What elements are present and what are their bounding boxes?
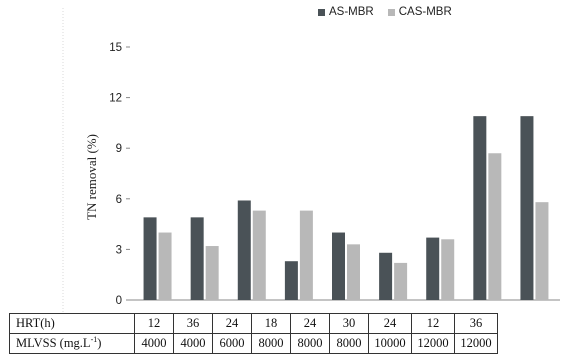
bar-as-mbr-7 bbox=[426, 237, 440, 300]
hrt-cell: 24 bbox=[368, 313, 412, 334]
row-label-mlvss: MLVSS (mg.L-1) bbox=[9, 333, 135, 354]
y-axis-ticks: 0 3 6 9 12 15 bbox=[109, 42, 130, 307]
bar-as-mbr-3 bbox=[237, 200, 251, 300]
bar-as-mbr-8 bbox=[473, 116, 487, 300]
mlvss-cell: 4000 bbox=[134, 333, 174, 354]
bar-as-mbr-9 bbox=[520, 116, 534, 300]
bar-cas-mbr-2 bbox=[205, 246, 219, 300]
legend-item-as-mbr: AS-MBR bbox=[318, 6, 374, 18]
mlvss-label-text: MLVSS (mg.L bbox=[16, 336, 91, 351]
bar-cas-mbr-7 bbox=[441, 239, 455, 300]
bar-cas-mbr-1 bbox=[158, 232, 172, 300]
bar-cas-mbr-9 bbox=[535, 202, 549, 300]
y-tick-label: 0 bbox=[116, 295, 122, 307]
bar-as-mbr-4 bbox=[284, 261, 298, 300]
hrt-cell: 36 bbox=[173, 313, 213, 334]
hrt-cell: 24 bbox=[212, 313, 252, 334]
hrt-cell: 12 bbox=[411, 313, 455, 334]
bar-as-mbr-6 bbox=[379, 252, 393, 300]
mlvss-label-exponent: -1 bbox=[90, 335, 98, 345]
mlvss-cell: 8000 bbox=[251, 333, 291, 354]
row-label-hrt: HRT(h) bbox=[9, 313, 135, 334]
mlvss-cell: 6000 bbox=[212, 333, 252, 354]
table-row-mlvss: MLVSS (mg.L-1) 4000 4000 6000 8000 8000 … bbox=[9, 333, 498, 354]
y-tick-label: 3 bbox=[116, 244, 122, 256]
chart: TN removal (%) 0 3 6 9 12 15 bbox=[62, 8, 560, 313]
hrt-cell: 18 bbox=[251, 313, 291, 334]
mlvss-cell: 8000 bbox=[290, 333, 330, 354]
bar-as-mbr-2 bbox=[190, 217, 204, 300]
bar-as-mbr-5 bbox=[332, 232, 345, 300]
legend-swatch-as-mbr bbox=[318, 8, 325, 16]
bar-as-mbr-1 bbox=[143, 217, 157, 300]
y-axis-label: TN removal (%) bbox=[84, 134, 99, 220]
mlvss-cell: 10000 bbox=[368, 333, 412, 354]
hrt-cell: 24 bbox=[290, 313, 330, 334]
y-tick-label: 9 bbox=[116, 143, 122, 155]
bar-cas-mbr-3 bbox=[252, 210, 266, 300]
hrt-cell: 30 bbox=[329, 313, 369, 334]
bar-cas-mbr-6 bbox=[394, 262, 408, 300]
legend-label-cas-mbr: CAS-MBR bbox=[398, 6, 452, 18]
mlvss-cell: 12000 bbox=[411, 333, 455, 354]
y-tick-label: 12 bbox=[109, 93, 122, 105]
chart-legend: AS-MBR CAS-MBR bbox=[318, 6, 466, 18]
hrt-cell: 12 bbox=[134, 313, 174, 334]
bar-cas-mbr-8 bbox=[488, 153, 502, 300]
mlvss-cell: 12000 bbox=[454, 333, 498, 354]
y-tick-label: 15 bbox=[109, 42, 122, 54]
legend-swatch-cas-mbr bbox=[387, 8, 395, 16]
mlvss-label-close: ) bbox=[97, 336, 102, 351]
bar-cas-mbr-5 bbox=[347, 244, 360, 300]
hrt-cell: 36 bbox=[454, 313, 498, 334]
parameter-table: HRT(h) 12 36 24 18 24 30 24 12 36 MLVSS … bbox=[9, 313, 498, 354]
table-row-hrt: HRT(h) 12 36 24 18 24 30 24 12 36 bbox=[9, 313, 498, 334]
mlvss-cell: 8000 bbox=[329, 333, 369, 354]
mlvss-cell: 4000 bbox=[173, 333, 213, 354]
y-tick-label: 6 bbox=[116, 194, 122, 206]
legend-item-cas-mbr: CAS-MBR bbox=[387, 6, 452, 18]
legend-label-as-mbr: AS-MBR bbox=[329, 6, 374, 18]
bar-cas-mbr-4 bbox=[299, 210, 313, 300]
bar-group bbox=[143, 116, 549, 300]
